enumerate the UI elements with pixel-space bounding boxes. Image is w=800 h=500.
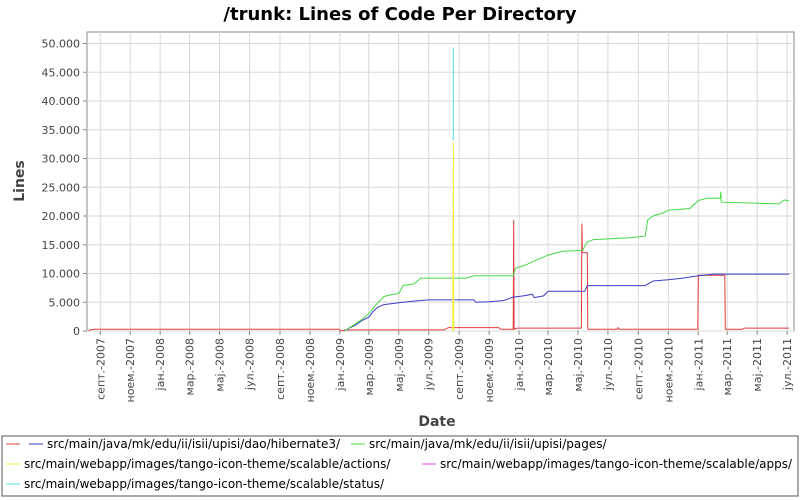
x-tick-label: ноем.-2009 — [483, 338, 496, 402]
series-line-3 — [452, 142, 455, 332]
legend-label: src/main/java/mk/edu/ii/isii/upisi/dao/h… — [47, 437, 341, 451]
legend-label: src/main/webapp/images/tango-icon-theme/… — [440, 457, 793, 471]
grid — [87, 32, 794, 332]
legend-label: src/main/webapp/images/tango-icon-theme/… — [24, 477, 385, 491]
y-tick-label: 0 — [73, 325, 80, 338]
x-tick-label: мај.-2008 — [214, 338, 227, 392]
y-tick-label: 25.000 — [42, 181, 81, 194]
chart-title: /trunk: Lines of Code Per Directory — [223, 4, 576, 25]
x-tick-label: мај.-2010 — [572, 338, 585, 392]
x-tick-label: јан.-2011 — [692, 338, 705, 391]
y-tick-label: 20.000 — [42, 210, 81, 223]
x-tick-label: јан.-2009 — [334, 338, 347, 391]
x-tick-label: јан.-2010 — [513, 338, 526, 391]
legend — [1, 435, 799, 497]
x-tick-label: јул.-2010 — [602, 338, 615, 391]
x-tick-label: јан.-2008 — [154, 338, 167, 391]
x-tick-label: септ.-2010 — [632, 338, 645, 400]
x-tick-label: мар.-2011 — [721, 338, 734, 395]
x-tick-label: мар.-2008 — [184, 338, 197, 395]
y-tick-label: 40.000 — [42, 95, 81, 108]
legend-items: src/main/java/mk/edu/ii/isii/upisi/dao/h… — [6, 437, 793, 491]
series-line-1 — [344, 273, 790, 332]
x-axis: септ.-2007 ноем.-2007 јан.-2008 мар.-2008 ма… — [94, 331, 794, 402]
x-tick-label: јул.-2009 — [423, 338, 436, 391]
x-tick-label: мај.-2009 — [393, 338, 406, 392]
y-tick-label: 45.000 — [42, 66, 81, 79]
legend-label: src/main/webapp/images/tango-icon-theme/… — [24, 457, 391, 471]
x-tick-label: мар.-2009 — [363, 338, 376, 395]
plot-area — [86, 31, 795, 332]
legend-label: src/main/java/mk/edu/ii/isii/upisi/pages… — [369, 437, 608, 451]
y-tick-label: 50.000 — [42, 38, 81, 51]
x-tick-label: ноем.-2007 — [124, 338, 137, 402]
y-axis: 0 5.000 10.000 15.000 20.000 25.000 30.000 35.0… — [42, 38, 87, 338]
y-tick-label: 5.000 — [49, 296, 81, 309]
series-group — [88, 47, 790, 332]
x-tick-label: септ.-2009 — [453, 338, 466, 400]
y-tick-label: 35.000 — [42, 124, 81, 137]
series-line-2 — [344, 191, 790, 332]
y-tick-label: 30.000 — [42, 153, 81, 166]
y-tick-label: 10.000 — [42, 268, 81, 281]
x-tick-label: мар.-2010 — [542, 338, 555, 395]
x-tick-label: мај.-2011 — [751, 338, 764, 392]
x-axis-title: Date — [418, 414, 455, 430]
x-tick-label: септ.-2007 — [94, 338, 107, 400]
x-tick-label: ноем.-2008 — [304, 338, 317, 402]
x-tick-label: јул.-2008 — [244, 338, 257, 391]
y-tick-label: 15.000 — [42, 239, 81, 252]
x-tick-label: ноем.-2010 — [662, 338, 675, 402]
y-axis-title: Lines — [12, 160, 28, 202]
x-tick-label: јул.-2011 — [781, 338, 794, 391]
x-tick-label: септ.-2008 — [274, 338, 287, 400]
